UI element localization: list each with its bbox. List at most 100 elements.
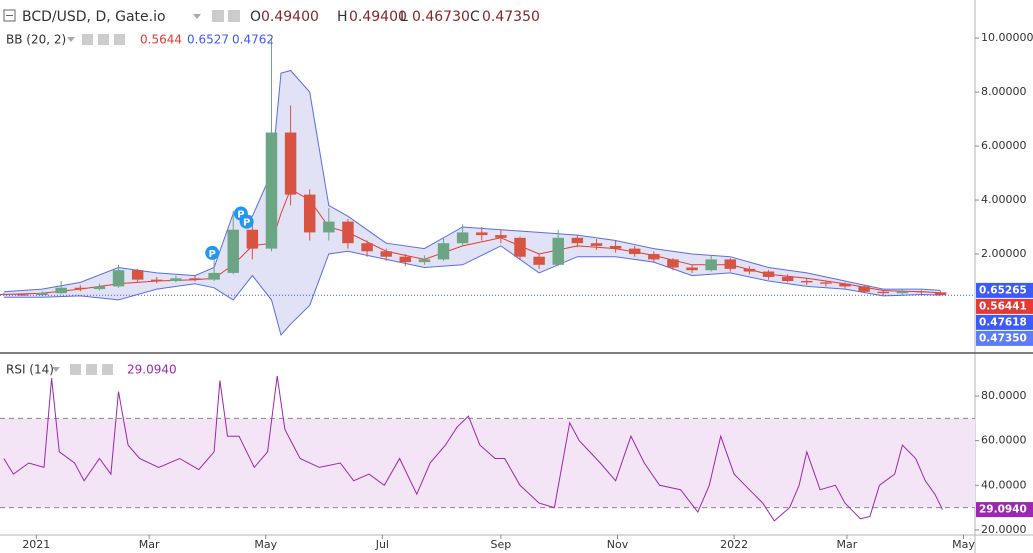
candle-body: [284, 132, 297, 195]
candle-body: [112, 270, 125, 287]
price-tag-label: 0.47618: [979, 316, 1027, 328]
price-tag: [976, 330, 1033, 346]
marker: [205, 245, 220, 260]
candle-body: [552, 237, 564, 265]
candle-body: [495, 235, 507, 238]
marker-label: P: [243, 218, 250, 229]
candle-body: [456, 232, 469, 244]
indicator-value: 29.0940: [127, 363, 177, 377]
ohlc-value: 0.47350: [482, 9, 540, 25]
candle-body: [896, 291, 909, 294]
remove-icon[interactable]: [102, 364, 113, 375]
y-tick-label: 8.00000: [981, 85, 1027, 98]
candle-body: [74, 287, 87, 290]
price-tag: [976, 314, 1033, 330]
candle-body: [36, 293, 48, 296]
x-tick-label: Mar: [837, 538, 858, 551]
x-tick-label: Sep: [491, 538, 512, 551]
candle-body: [781, 276, 794, 282]
candle-body: [342, 221, 354, 244]
indicator-name: BB (20, 2): [6, 33, 66, 47]
y-tick-label: 20.0000: [981, 523, 1027, 536]
candle-body: [437, 243, 450, 260]
candle-body: [189, 278, 201, 280]
dropdown[interactable]: [67, 37, 75, 42]
candle-body: [380, 251, 392, 257]
candle-body: [151, 279, 163, 282]
visibility-icon[interactable]: [70, 364, 81, 375]
header: BCD/USD, D, Gate.io O 0.49400 H 0.49400 …: [3, 9, 540, 377]
collapse-icon[interactable]: [3, 9, 16, 22]
rsi-line: [3, 375, 943, 522]
dropdown[interactable]: [52, 367, 60, 372]
value-tag: [976, 502, 1033, 518]
indicator-value: 0.4762: [232, 33, 274, 47]
ohlc-value: 0.49400: [261, 9, 319, 25]
y-tick-label: 60.0000: [981, 434, 1027, 447]
settings-icon[interactable]: [228, 10, 240, 22]
ohlc-label: L: [400, 9, 408, 25]
settings-icon[interactable]: [86, 364, 97, 375]
candle-body: [934, 292, 947, 296]
y-tick-label: 80.0000: [981, 389, 1027, 402]
x-tick-label: Mar: [139, 538, 160, 551]
candle-body: [801, 281, 813, 283]
candle-body: [303, 194, 316, 233]
candle-body: [418, 259, 431, 263]
candle-body: [858, 286, 870, 292]
y-tick-label: 2.00000: [981, 247, 1027, 260]
candle-body: [533, 256, 545, 265]
candle-body: [877, 291, 889, 294]
price-tag-label: 0.47350: [979, 332, 1027, 344]
candle-body: [476, 232, 488, 236]
candle-body: [762, 271, 775, 277]
remove-icon[interactable]: [114, 34, 125, 45]
candle-body: [915, 291, 928, 293]
y-tick-label: 10.00000: [981, 31, 1033, 44]
x-tick-label: May: [952, 538, 975, 551]
marker-label: P: [209, 249, 216, 260]
marker: [239, 214, 254, 229]
candle-body: [590, 243, 603, 246]
plot: PPP2.000004.000006.000008.0000010.000000…: [0, 31, 1033, 551]
candle-body: [170, 278, 182, 282]
candle-body: [571, 237, 584, 244]
candle-body: [323, 221, 335, 233]
candle-body: [265, 132, 278, 249]
ohlc-value: 0.49400: [349, 9, 407, 25]
price-tag-label: 0.56441: [979, 300, 1027, 312]
candle-body: [724, 259, 737, 269]
visibility-icon[interactable]: [82, 34, 93, 45]
x-tick-label: 2022: [720, 538, 748, 551]
candle-body: [0, 293, 10, 295]
x-tick-label: Jul: [375, 538, 389, 551]
candle-body: [705, 259, 717, 271]
visibility-icon[interactable]: [212, 10, 224, 22]
indicator-value: 0.6527: [187, 33, 229, 47]
indicator-name: RSI (14): [6, 363, 54, 377]
candle-body: [131, 270, 144, 280]
dropdown[interactable]: [193, 14, 201, 19]
candle-body: [208, 272, 220, 280]
x-tick-label: 2021: [22, 538, 50, 551]
ohlc-label: H: [337, 9, 348, 25]
value-tag-label: 29.0940: [979, 504, 1027, 516]
candle-body: [17, 294, 29, 296]
x-tick-label: May: [254, 538, 277, 551]
candle-body: [227, 229, 239, 273]
candle-body: [743, 268, 756, 272]
candle-body: [628, 248, 641, 255]
y-tick-label: 4.00000: [981, 193, 1027, 206]
price-tag: [976, 298, 1033, 314]
y-tick-label: 40.0000: [981, 478, 1027, 491]
ohlc-value: 0.46730: [412, 9, 470, 25]
settings-icon[interactable]: [98, 34, 109, 45]
bollinger-upper: [3, 69, 941, 293]
candle-body: [820, 282, 832, 284]
ohlc-label: C: [470, 9, 480, 25]
marker-label: P: [237, 210, 244, 221]
candle-body: [648, 254, 660, 260]
candle-body: [609, 245, 622, 249]
candle-body: [246, 229, 259, 249]
